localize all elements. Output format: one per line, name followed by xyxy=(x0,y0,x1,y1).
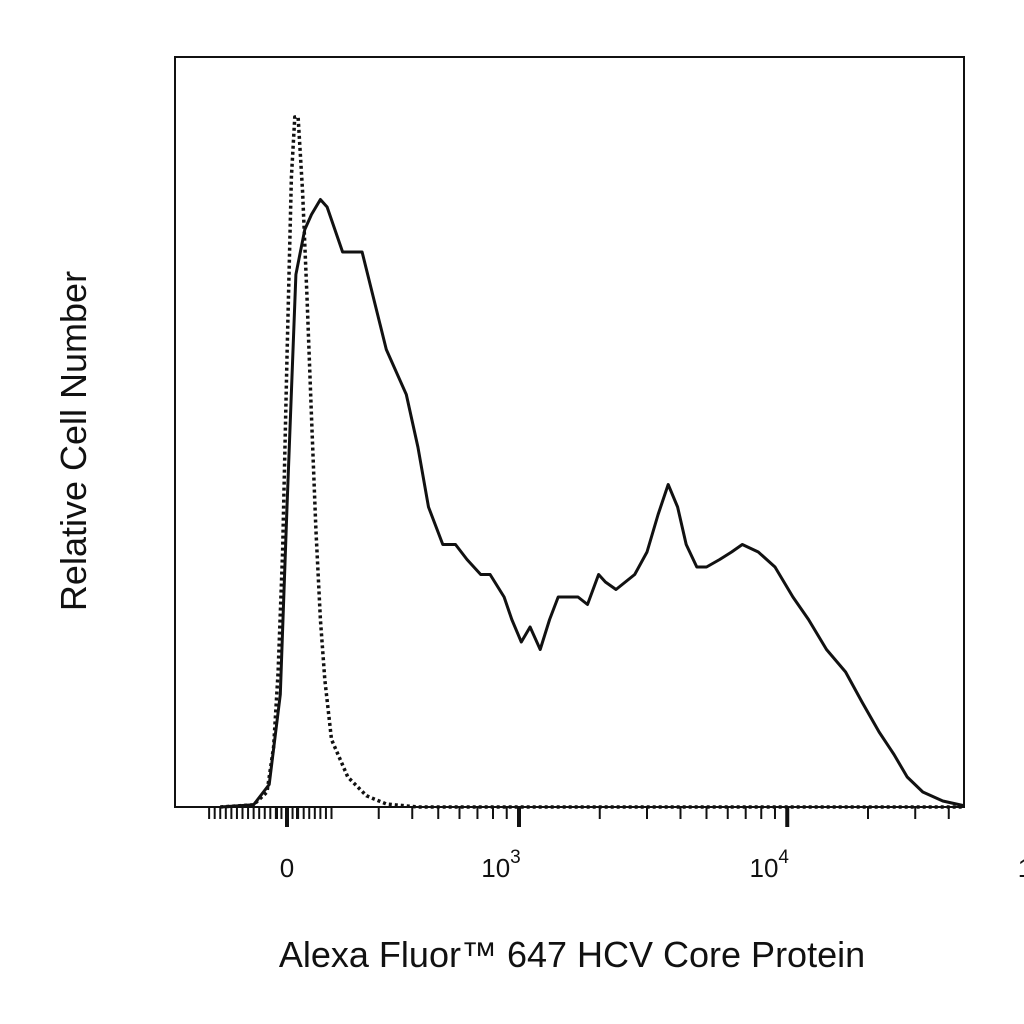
x-tick-label: 104 xyxy=(750,847,790,883)
y-axis-label: Relative Cell Number xyxy=(53,271,94,611)
x-tick-label: 103 xyxy=(481,847,521,883)
x-tick-label: 0 xyxy=(280,853,294,883)
x-axis-label: Alexa Fluor™ 647 HCV Core Protein xyxy=(279,934,865,975)
series-solid-line xyxy=(220,198,965,809)
x-tick-label: 105 xyxy=(1018,847,1024,883)
x-axis-tick-marks xyxy=(208,807,950,827)
series-layer xyxy=(220,115,965,809)
plot-background xyxy=(175,57,964,807)
plot-frame xyxy=(174,56,965,808)
series-dotted-line xyxy=(220,115,963,809)
x-axis-tick-labels: 0 103 104 105 xyxy=(280,847,1024,883)
